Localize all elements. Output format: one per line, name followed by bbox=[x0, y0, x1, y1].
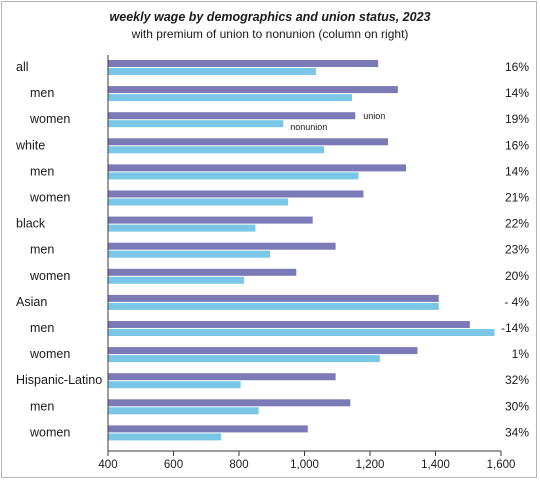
bar-nonunion bbox=[108, 407, 259, 415]
category-label: men bbox=[30, 164, 54, 178]
bar-union bbox=[108, 190, 364, 198]
bar-union bbox=[108, 138, 389, 146]
category-label: Asian bbox=[16, 295, 47, 309]
category-label: all bbox=[16, 60, 29, 74]
chart-subtitle: with premium of union to nonunion (colum… bbox=[131, 27, 409, 41]
x-tick-label: 1,600 bbox=[487, 459, 516, 471]
premium-label: 34% bbox=[505, 425, 529, 439]
bar-nonunion bbox=[108, 302, 439, 310]
category-label: Hispanic-Latino bbox=[16, 373, 102, 387]
bar-nonunion bbox=[108, 68, 316, 75]
bar-union bbox=[108, 373, 336, 381]
category-label: women bbox=[29, 112, 70, 126]
premium-label: 23% bbox=[505, 243, 529, 257]
x-tick-label: 1,200 bbox=[356, 459, 385, 471]
bar-nonunion bbox=[108, 224, 256, 232]
category-label: women bbox=[29, 191, 70, 205]
x-tick-label: 600 bbox=[164, 459, 183, 471]
nonunion-series-label: nonunion bbox=[290, 122, 327, 132]
bar-nonunion bbox=[108, 250, 271, 258]
bar-union bbox=[108, 321, 470, 328]
bar-nonunion bbox=[108, 94, 352, 102]
category-label: women bbox=[29, 269, 70, 283]
bar-nonunion bbox=[108, 433, 221, 441]
category-label: women bbox=[29, 425, 70, 439]
bar-union bbox=[108, 242, 336, 250]
bar-union bbox=[108, 164, 407, 172]
premium-label: 30% bbox=[505, 399, 529, 413]
category-label: men bbox=[30, 321, 54, 335]
x-tick-label: 400 bbox=[98, 459, 117, 471]
premium-label: 1% bbox=[512, 347, 530, 361]
bar-nonunion bbox=[108, 146, 325, 154]
premium-label: 19% bbox=[505, 112, 529, 126]
x-tick-label: 1,000 bbox=[290, 459, 319, 471]
bar-nonunion bbox=[108, 329, 495, 336]
bars-layer bbox=[108, 60, 495, 441]
premium-label: 16% bbox=[505, 60, 529, 74]
premium-label: -14% bbox=[501, 321, 529, 335]
bar-union bbox=[108, 425, 308, 433]
category-label: men bbox=[30, 399, 54, 413]
bar-nonunion bbox=[108, 172, 359, 180]
premium-label: 22% bbox=[505, 217, 529, 231]
x-tick-label: 800 bbox=[229, 459, 248, 471]
category-label: black bbox=[16, 217, 46, 231]
chart-title: weekly wage by demographics and union st… bbox=[109, 10, 431, 24]
bar-nonunion bbox=[108, 276, 244, 284]
x-tick-label: 1,400 bbox=[421, 459, 450, 471]
premium-label: 14% bbox=[505, 86, 529, 100]
bar-union bbox=[108, 399, 351, 407]
bar-union bbox=[108, 347, 418, 355]
series-annotations: union nonunion bbox=[290, 111, 385, 132]
premium-label: 32% bbox=[505, 373, 529, 387]
premium-column: 16% 14% 19% 16% 14% 21% 22% 23% 20% - 4% -14% 1% 32%… bbox=[501, 60, 529, 439]
category-label: men bbox=[30, 86, 54, 100]
premium-label: 20% bbox=[505, 269, 529, 283]
union-series-label: union bbox=[363, 111, 385, 121]
bar-union bbox=[108, 86, 398, 94]
category-label: men bbox=[30, 243, 54, 257]
category-label: women bbox=[29, 347, 70, 361]
category-labels: allmenwomenwhitemenwomenblackmenwomenAsi… bbox=[15, 60, 102, 439]
bar-union bbox=[108, 112, 356, 120]
bar-union bbox=[108, 268, 297, 276]
bar-union bbox=[108, 216, 313, 224]
bar-union bbox=[108, 294, 439, 302]
category-label: white bbox=[15, 138, 45, 152]
bar-nonunion bbox=[108, 198, 289, 206]
premium-label: 21% bbox=[505, 191, 529, 205]
x-axis: 400 600 800 1,000 1,200 1,400 1,600 bbox=[98, 55, 515, 471]
bar-nonunion bbox=[108, 355, 380, 363]
premium-label: - 4% bbox=[504, 295, 529, 309]
bar-nonunion bbox=[108, 381, 241, 389]
bar-union bbox=[108, 60, 379, 67]
bar-nonunion bbox=[108, 120, 284, 128]
premium-label: 16% bbox=[505, 138, 529, 152]
premium-label: 14% bbox=[505, 164, 529, 178]
